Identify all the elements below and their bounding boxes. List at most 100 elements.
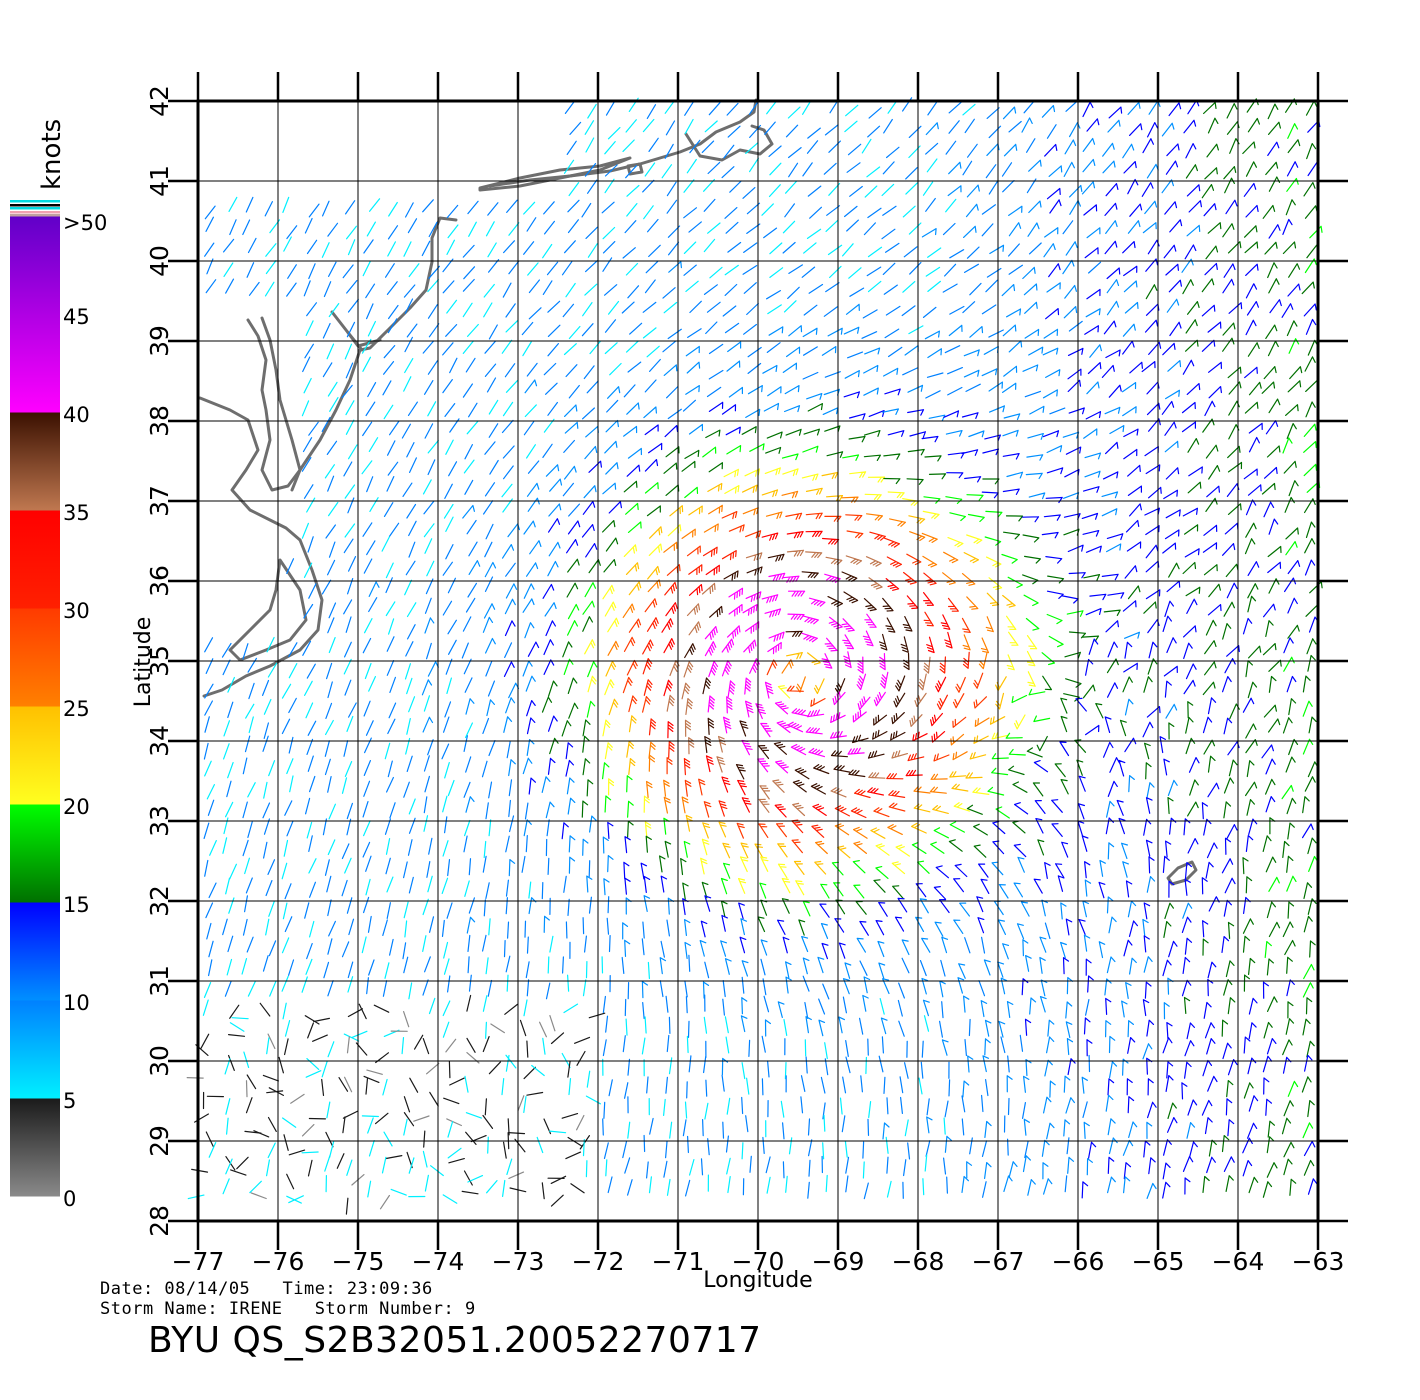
wind-barb (847, 143, 862, 156)
wind-barb (1247, 681, 1258, 699)
wind-barb (1286, 855, 1294, 873)
wind-barb (541, 696, 553, 713)
wind-barb (1085, 658, 1094, 676)
wind-barb (504, 363, 516, 378)
wind-barb (545, 620, 556, 637)
wind-barb (602, 762, 610, 780)
wind-barb (1267, 262, 1278, 279)
wind-barb (667, 721, 674, 739)
wind-barb (862, 630, 874, 647)
wind-barb (936, 694, 948, 710)
wind-barb (626, 184, 640, 197)
wind-barb (567, 1136, 583, 1147)
wind-barb (576, 1114, 585, 1131)
wind-barb (1225, 1175, 1234, 1192)
wind-barb (769, 267, 784, 278)
wind-barb (805, 512, 823, 520)
wind-barb (1024, 390, 1041, 398)
wind-barb (1068, 407, 1085, 415)
wind-barb (787, 106, 801, 119)
wind-barb (448, 461, 458, 477)
wind-barb (701, 140, 715, 153)
wind-barb (826, 451, 844, 458)
wind-barb (966, 1161, 973, 1179)
wind-barb (1303, 441, 1317, 453)
wind-barb (760, 958, 766, 976)
wind-barb (780, 1100, 785, 1118)
wind-barb (683, 840, 691, 858)
wind-barb (242, 839, 249, 857)
wind-barb (1225, 199, 1238, 215)
wind-barb (1283, 637, 1294, 654)
longitude-tick-label: −64 (1212, 1247, 1265, 1276)
wind-barb (739, 936, 747, 954)
wind-barb (726, 696, 733, 714)
wind-barb (567, 974, 570, 992)
wind-barb (1281, 784, 1294, 800)
wind-barb (547, 300, 561, 313)
wind-barb (365, 720, 374, 736)
wind-barb (663, 779, 670, 797)
wind-barb (964, 1039, 967, 1057)
wind-barb (268, 940, 277, 957)
wind-barb (539, 1021, 547, 1038)
wind-barb (324, 1155, 331, 1172)
wind-barb (1060, 941, 1067, 959)
wind-barb (567, 603, 580, 620)
wind-barb (1082, 635, 1100, 642)
wind-barb (708, 401, 724, 412)
wind-barb (1207, 604, 1222, 616)
wind-barb (828, 616, 843, 630)
wind-barb (462, 244, 475, 258)
wind-barb (526, 700, 536, 717)
wind-barb (506, 741, 511, 759)
wind-barb (488, 423, 499, 438)
wind-barb (626, 464, 641, 477)
wind-barb (869, 531, 886, 541)
wind-barb (984, 1120, 992, 1138)
wind-vectors (186, 97, 1323, 1215)
wind-barb (862, 1141, 865, 1159)
wind-barb (848, 769, 866, 778)
wind-barb (1001, 162, 1013, 177)
wind-barb (367, 320, 376, 337)
wind-barb (984, 1038, 991, 1056)
wind-barb (643, 679, 653, 696)
wind-barb (1146, 1121, 1153, 1139)
wind-barb (608, 1079, 613, 1097)
wind-barb (1266, 901, 1276, 919)
wind-barb (1147, 122, 1159, 138)
wind-barb (783, 300, 797, 313)
wind-barb (1041, 1139, 1050, 1157)
footer-storm-info: Storm Name: IRENE Storm Number: 9 (100, 1299, 476, 1319)
wind-barb (865, 1056, 867, 1075)
wind-barb (362, 421, 373, 437)
wind-barb (286, 1173, 295, 1190)
wind-barb (704, 1102, 709, 1120)
wind-barb (542, 443, 553, 458)
wind-barb (1167, 797, 1174, 815)
wind-barb (667, 408, 682, 420)
wind-barb (1146, 876, 1156, 893)
wind-barb (1054, 763, 1066, 778)
wind-barb (547, 324, 561, 337)
wind-barb (304, 1015, 320, 1025)
wind-barb (379, 1194, 390, 1210)
wind-barb (765, 446, 782, 454)
wind-barb (728, 386, 743, 398)
wind-barb (747, 346, 762, 358)
wind-barb (648, 754, 655, 772)
wind-barb (788, 1137, 793, 1155)
wind-barb (305, 1070, 322, 1078)
wind-barb (585, 137, 595, 153)
wind-barb (342, 1116, 346, 1134)
wind-barb (1223, 1156, 1235, 1172)
wind-barb (962, 103, 976, 116)
wind-barb (567, 898, 570, 916)
wind-barb (1282, 241, 1297, 255)
wind-barb (581, 800, 589, 818)
wind-barb (1184, 524, 1199, 535)
wind-barb (545, 464, 560, 477)
wind-barb (1142, 721, 1154, 738)
wind-barb (688, 954, 691, 972)
